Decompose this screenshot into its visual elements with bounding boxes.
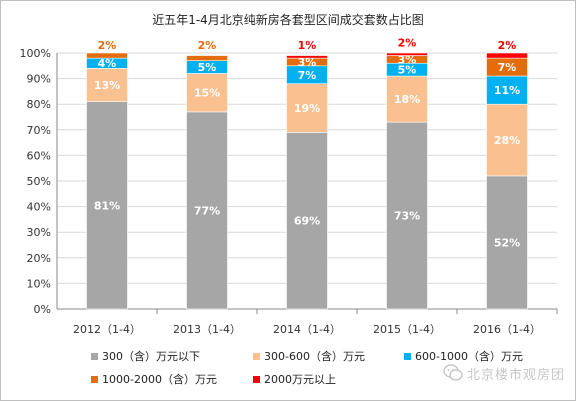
bar-segment bbox=[186, 73, 228, 113]
bar-segment bbox=[486, 175, 528, 310]
data-label: 2% bbox=[98, 39, 117, 52]
data-label: 81% bbox=[94, 199, 120, 212]
y-tick-label: 30% bbox=[27, 226, 51, 239]
bar-segment bbox=[486, 75, 528, 105]
data-label: 28% bbox=[494, 134, 520, 147]
data-label: 18% bbox=[394, 93, 420, 106]
data-label: 7% bbox=[298, 69, 317, 82]
bar-segment bbox=[86, 101, 128, 310]
bar-segment bbox=[286, 83, 328, 133]
data-label: 5% bbox=[198, 61, 217, 74]
data-label: 4% bbox=[98, 57, 117, 70]
y-tick-label: 80% bbox=[27, 98, 51, 111]
category-label: 2015（1-4） bbox=[373, 323, 441, 336]
data-label: 1% bbox=[298, 39, 317, 52]
data-label: 19% bbox=[294, 102, 320, 115]
data-label: 5% bbox=[398, 64, 417, 77]
bar-segment bbox=[386, 75, 428, 123]
watermark-text: 北京楼市观房团 bbox=[466, 367, 565, 383]
y-tick-label: 60% bbox=[27, 149, 51, 162]
bar-segment bbox=[486, 52, 528, 59]
y-tick-label: 90% bbox=[27, 73, 51, 86]
data-label: 15% bbox=[194, 87, 220, 100]
y-tick-label: 0% bbox=[34, 303, 51, 316]
bar-segment bbox=[186, 111, 228, 310]
y-tick-label: 50% bbox=[27, 175, 51, 188]
watermark: 北京楼市观房团 bbox=[443, 361, 565, 385]
category-label: 2016（1-4） bbox=[473, 323, 541, 336]
category-label: 2012（1-4） bbox=[73, 323, 141, 336]
bar-segment bbox=[86, 52, 128, 59]
data-label: 2% bbox=[398, 36, 417, 49]
y-tick-label: 20% bbox=[27, 252, 51, 265]
category-label: 2013（1-4） bbox=[173, 323, 241, 336]
y-tick-label: 100% bbox=[20, 47, 51, 60]
data-label: 77% bbox=[194, 204, 220, 217]
data-label: 13% bbox=[94, 79, 120, 92]
bar-segment bbox=[286, 55, 328, 59]
y-tick-label: 40% bbox=[27, 201, 51, 214]
bar-segment bbox=[386, 52, 428, 56]
wechat-icon bbox=[443, 364, 463, 381]
bar-segment bbox=[186, 55, 228, 61]
data-label: 73% bbox=[394, 210, 420, 223]
bar-segment bbox=[86, 68, 128, 102]
data-label: 69% bbox=[294, 215, 320, 228]
data-label: 2% bbox=[498, 39, 517, 52]
data-label: 3% bbox=[298, 56, 317, 69]
y-tick-label: 10% bbox=[27, 277, 51, 290]
data-label: 2% bbox=[198, 39, 217, 52]
data-label: 52% bbox=[494, 236, 520, 249]
category-label: 2014（1-4） bbox=[273, 323, 341, 336]
bar-segment bbox=[486, 103, 528, 177]
y-tick-label: 70% bbox=[27, 124, 51, 137]
data-label: 11% bbox=[494, 84, 520, 97]
bar-segment bbox=[286, 132, 328, 310]
bar-segment bbox=[386, 121, 428, 310]
data-label: 7% bbox=[498, 61, 517, 74]
data-label: 3% bbox=[398, 53, 417, 66]
chart-title: 近五年1-4月北京纯新房各套型区间成交套数占比图 bbox=[152, 13, 424, 27]
